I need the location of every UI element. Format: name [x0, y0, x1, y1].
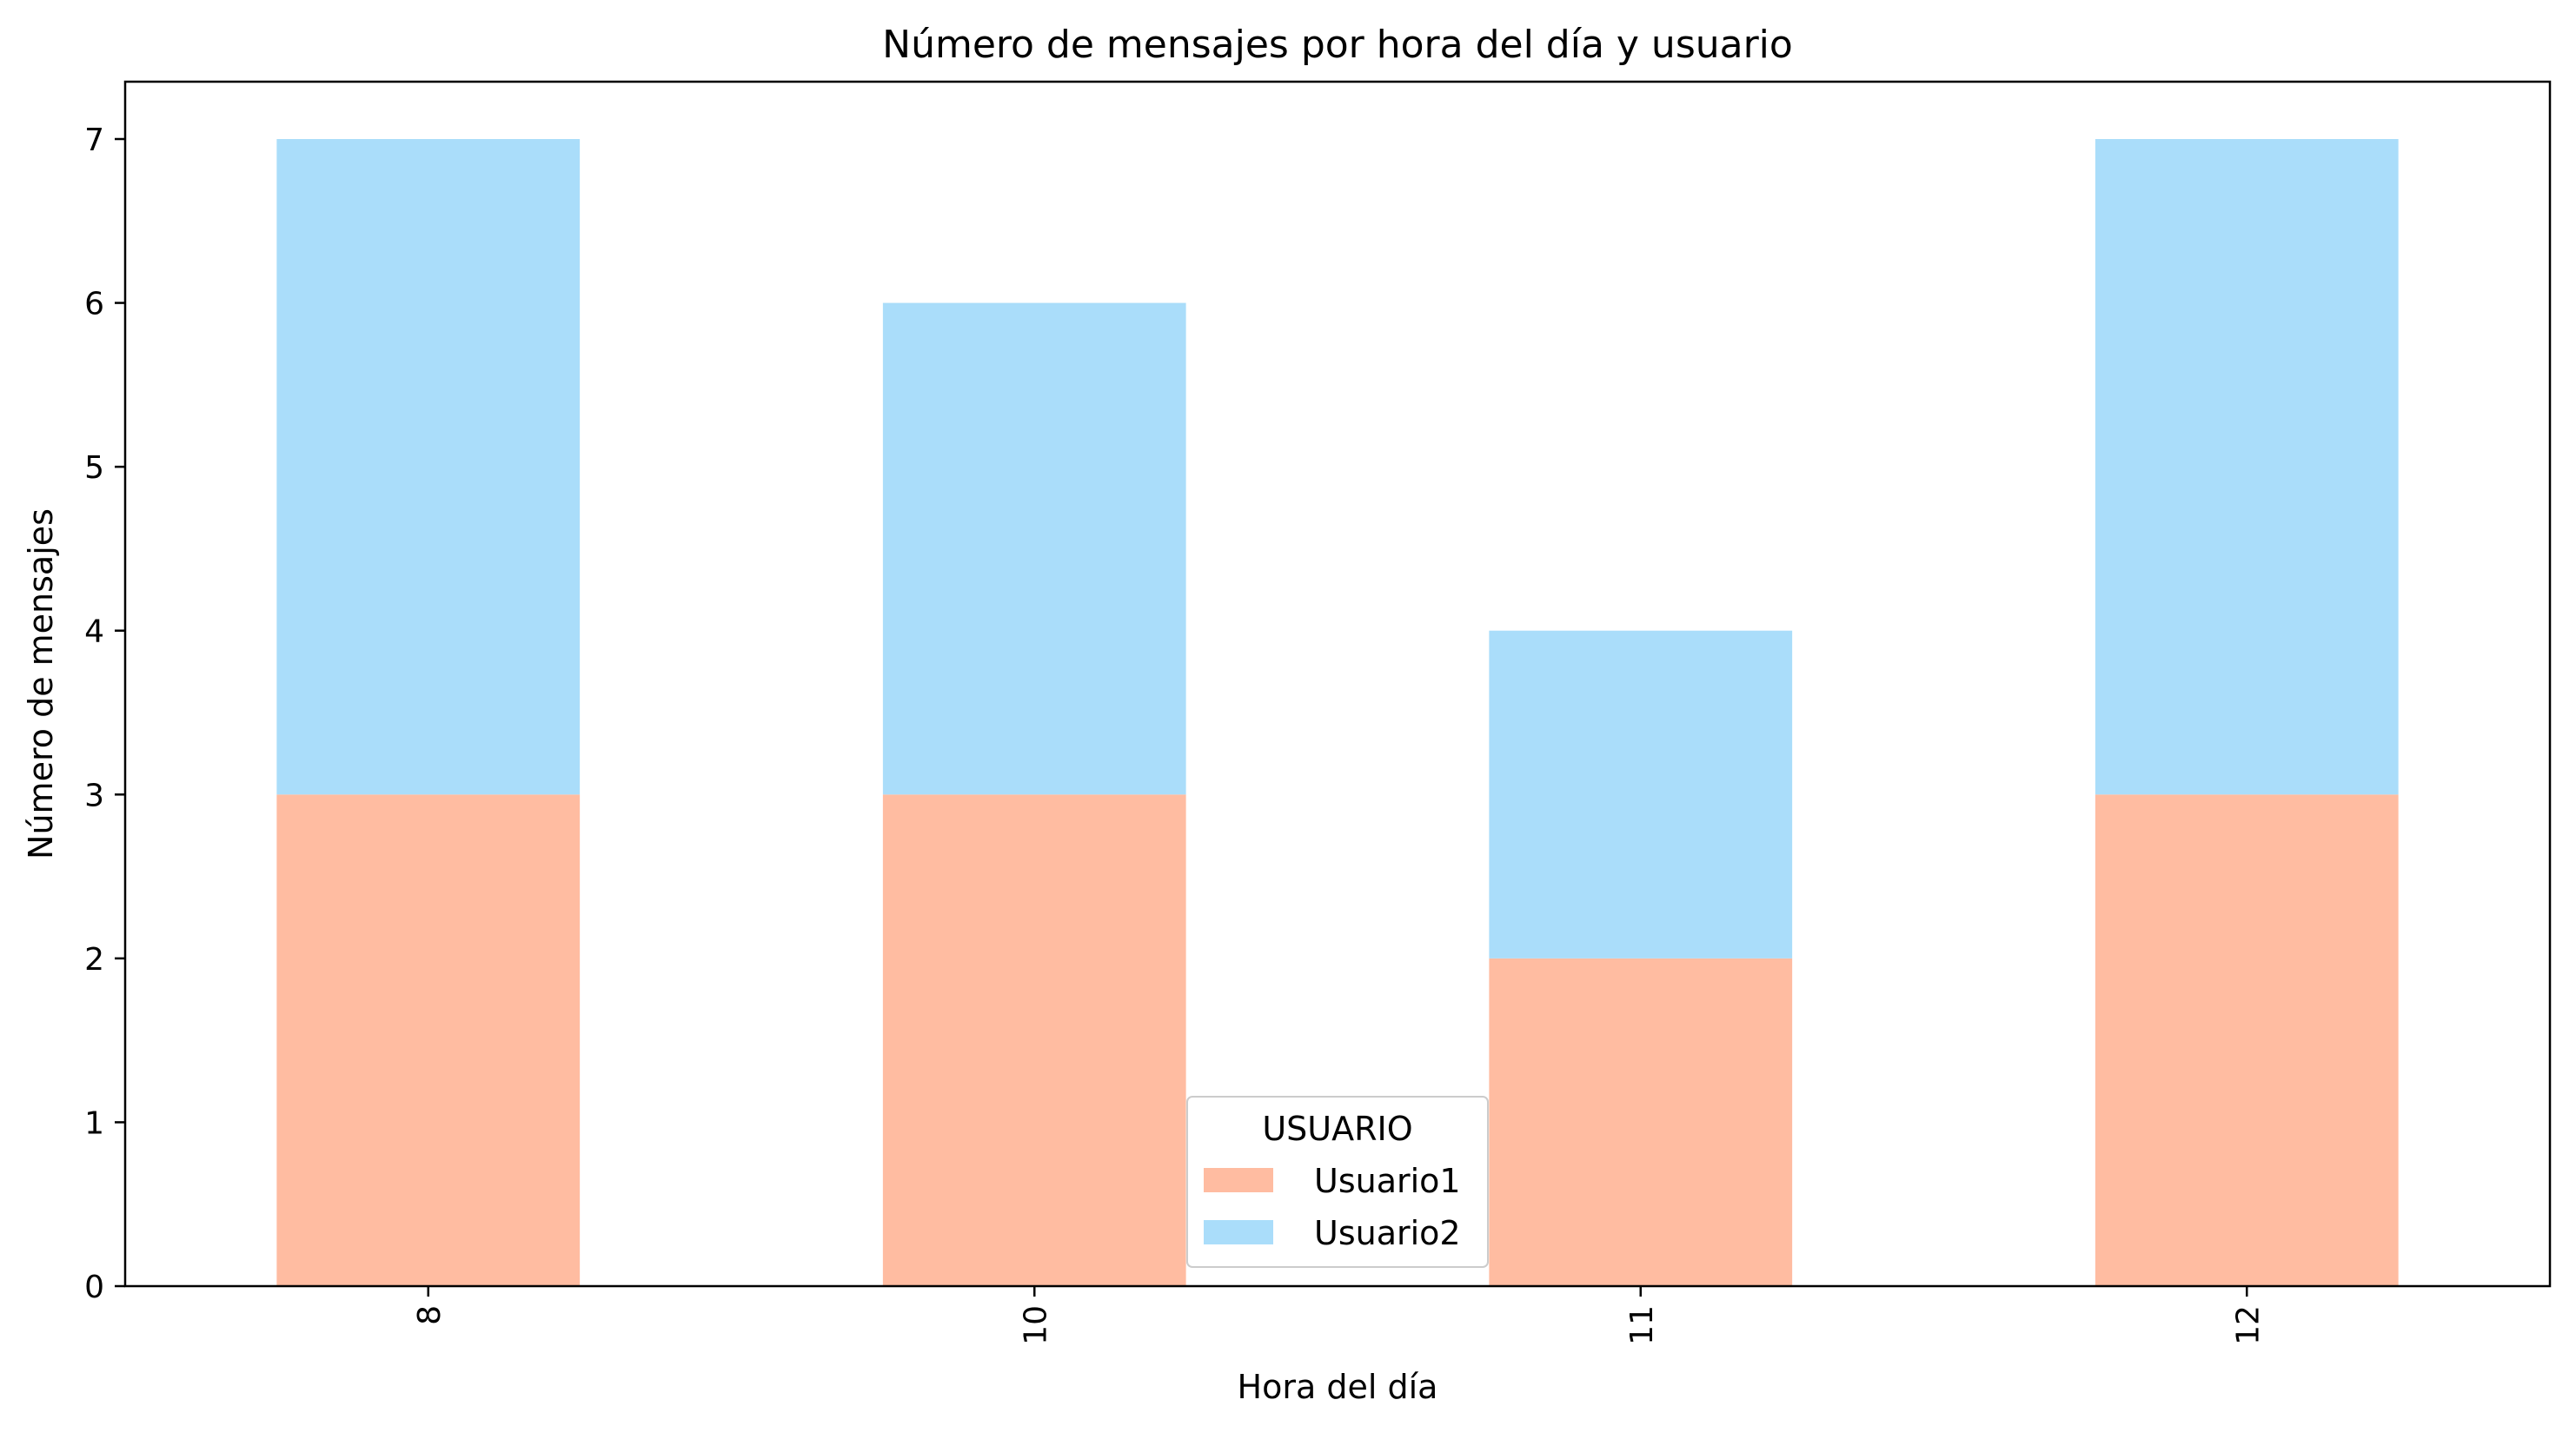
y-tick-label-0: 0: [84, 1270, 104, 1305]
legend: USUARIO Usuario1 Usuario2: [1186, 1096, 1489, 1268]
y-axis: 0 1 2 3 4 5 6 7: [84, 123, 125, 1305]
bar-usuario2-8: [276, 139, 581, 795]
y-tick-label-1: 1: [84, 1105, 104, 1141]
bar-usuario2-12: [2095, 139, 2399, 795]
legend-label-usuario1: Usuario1: [1314, 1162, 1461, 1200]
y-axis-label: Número de mensajes: [22, 508, 60, 859]
y-tick-label-7: 7: [84, 123, 104, 158]
y-tick-label-4: 4: [84, 614, 104, 650]
y-tick-label-2: 2: [84, 942, 104, 978]
chart-title: Número de mensajes por hora del día y us…: [882, 23, 1793, 67]
y-tick-label-5: 5: [84, 450, 104, 486]
legend-swatch-usuario1: [1204, 1168, 1273, 1192]
x-axis: 8 10 11 12: [412, 1286, 2266, 1345]
bar-usuario1-12: [2095, 794, 2399, 1286]
legend-label-usuario2: Usuario2: [1314, 1214, 1461, 1252]
x-axis-label: Hora del día: [1238, 1368, 1438, 1406]
x-tick-label-8: 8: [412, 1305, 448, 1325]
plot-frame: [123, 80, 2552, 1288]
legend-title: USUARIO: [1262, 1110, 1412, 1148]
bar-usuario2-10: [882, 302, 1186, 795]
y-tick-label-3: 3: [84, 778, 104, 813]
bar-usuario1-11: [1489, 958, 1793, 1286]
x-tick-label-11: 11: [1624, 1305, 1660, 1345]
bar-usuario1-8: [276, 794, 581, 1286]
x-tick-label-10: 10: [1018, 1305, 1053, 1345]
bar-usuario2-11: [1489, 630, 1793, 959]
y-tick-label-6: 6: [84, 287, 104, 322]
legend-swatch-usuario2: [1204, 1220, 1273, 1244]
bars-layer: [276, 139, 2399, 1286]
x-tick-label-12: 12: [2230, 1305, 2266, 1345]
bar-usuario1-10: [882, 794, 1186, 1286]
